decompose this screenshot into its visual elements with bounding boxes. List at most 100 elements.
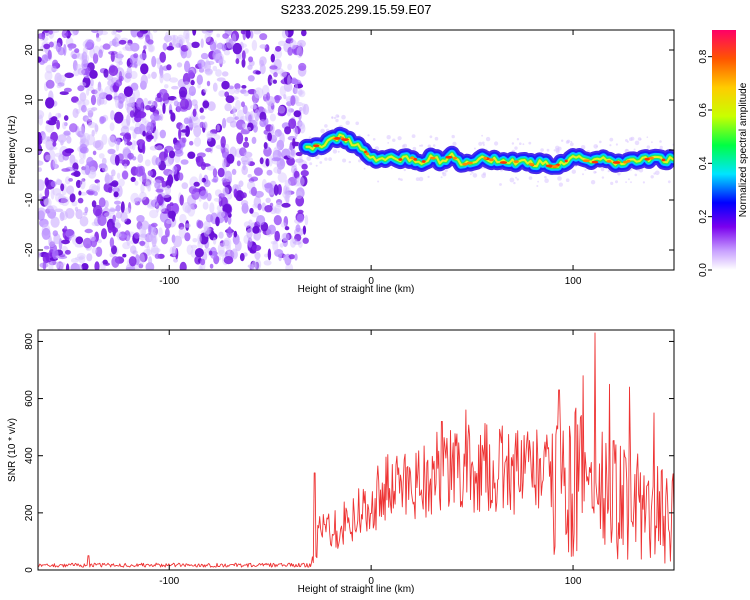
noise-blob xyxy=(167,174,174,186)
noise-blob xyxy=(64,122,68,127)
noise-blob xyxy=(129,96,136,106)
noise-blob xyxy=(188,85,196,97)
halo-speck xyxy=(558,182,564,187)
noise-blob xyxy=(193,181,200,187)
noise-blob xyxy=(227,215,232,225)
noise-blob xyxy=(183,30,190,40)
noise-blob xyxy=(84,206,89,214)
noise-blob xyxy=(178,222,185,230)
noise-blob xyxy=(251,244,262,252)
noise-blob xyxy=(82,76,91,88)
noise-blob xyxy=(232,105,236,117)
noise-blob xyxy=(115,232,122,238)
noise-blob xyxy=(118,234,128,239)
noise-blob xyxy=(203,88,208,93)
noise-blob xyxy=(285,86,290,92)
noise-blob xyxy=(41,134,48,145)
noise-blob xyxy=(112,37,119,48)
noise-blob xyxy=(107,79,115,87)
noise-blob xyxy=(221,177,227,183)
noise-blob xyxy=(61,239,70,245)
noise-blob xyxy=(223,237,232,249)
noise-blob xyxy=(58,198,68,204)
noise-blob xyxy=(176,34,185,46)
noise-blob xyxy=(215,69,222,77)
noise-blob xyxy=(98,197,106,208)
noise-blob xyxy=(78,158,85,165)
noise-blob xyxy=(234,116,240,121)
noise-blob xyxy=(82,46,88,56)
noise-blob xyxy=(284,226,290,231)
noise-blob xyxy=(108,65,119,77)
noise-blob xyxy=(184,232,191,242)
noise-blob xyxy=(60,196,70,207)
noise-blob xyxy=(45,138,55,151)
noise-blob xyxy=(159,51,166,63)
noise-blob xyxy=(64,72,74,79)
noise-blob xyxy=(73,170,81,177)
peak-spot xyxy=(612,161,621,164)
noise-blob xyxy=(126,141,133,146)
halo-speck xyxy=(651,141,653,144)
noise-blob xyxy=(237,109,244,120)
noise-blob xyxy=(156,58,161,70)
snr-plot-frame xyxy=(37,329,675,571)
noise-blob xyxy=(139,240,146,247)
noise-blob xyxy=(43,151,51,163)
halo-speck xyxy=(440,176,443,179)
noise-blob xyxy=(130,70,138,80)
noise-blob xyxy=(243,91,249,97)
noise-blob xyxy=(253,167,263,176)
noise-blob xyxy=(50,180,57,188)
noise-blob xyxy=(136,215,145,223)
noise-blob xyxy=(81,263,89,270)
noise-blob xyxy=(90,78,94,87)
noise-blob xyxy=(249,30,254,39)
noise-blob xyxy=(282,237,288,248)
noise-blob xyxy=(128,256,137,267)
noise-blob xyxy=(254,109,260,122)
halo-speck xyxy=(601,176,605,179)
spectrogram-noise-region xyxy=(38,30,310,270)
noise-blob xyxy=(234,240,242,252)
halo-speck xyxy=(571,169,576,174)
noise-blob xyxy=(101,157,107,165)
halo-speck xyxy=(582,173,584,176)
noise-blob xyxy=(104,174,113,184)
noise-blob xyxy=(136,31,144,38)
noise-blob xyxy=(211,178,218,183)
halo-speck xyxy=(513,181,516,185)
noise-blob xyxy=(216,43,222,51)
noise-blob xyxy=(264,183,273,189)
noise-blob xyxy=(109,237,115,248)
noise-blob xyxy=(122,146,130,157)
noise-blob xyxy=(205,147,212,153)
noise-blob xyxy=(52,230,58,237)
noise-blob xyxy=(271,132,279,140)
noise-blob xyxy=(45,97,55,109)
noise-blob xyxy=(99,116,105,125)
noise-blob xyxy=(273,215,282,226)
noise-blob xyxy=(178,86,188,98)
noise-blob xyxy=(79,216,89,227)
noise-blob xyxy=(206,192,212,202)
halo-speck xyxy=(397,136,402,141)
noise-blob xyxy=(86,134,96,146)
noise-blob xyxy=(126,235,131,247)
noise-blob xyxy=(112,187,120,193)
noise-blob xyxy=(48,261,54,270)
noise-blob xyxy=(93,191,98,196)
noise-blob xyxy=(254,251,261,260)
noise-blob xyxy=(186,42,192,50)
halo-speck xyxy=(341,114,346,120)
noise-blob xyxy=(138,263,144,269)
noise-blob xyxy=(150,222,158,228)
noise-blob xyxy=(296,46,303,58)
noise-blob xyxy=(165,185,172,195)
noise-blob xyxy=(101,228,107,240)
noise-blob xyxy=(43,198,50,206)
noise-blob xyxy=(43,30,50,33)
peak-spot xyxy=(410,156,415,160)
noise-blob xyxy=(143,97,149,108)
noise-blob xyxy=(136,221,143,230)
